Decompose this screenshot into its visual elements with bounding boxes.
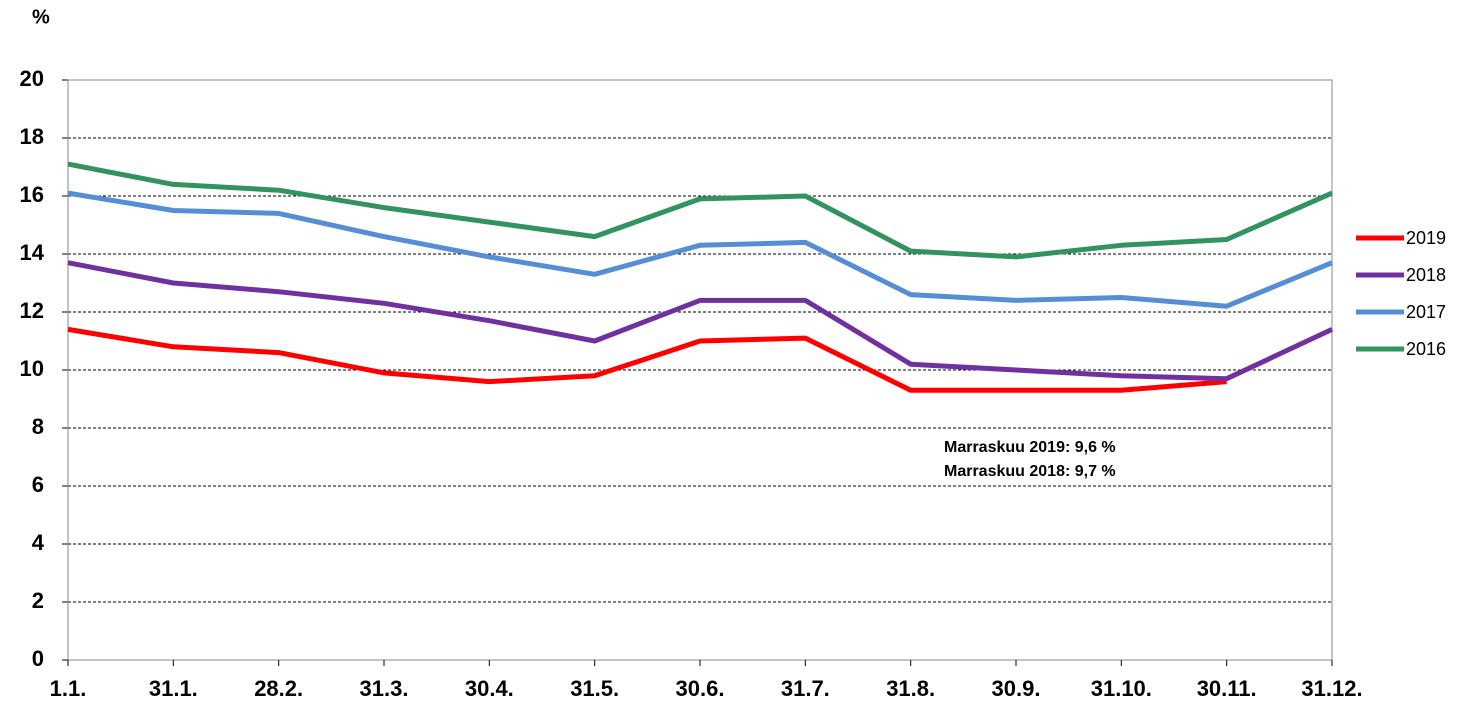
x-tick-label: 31.3. bbox=[360, 676, 409, 701]
y-tick-label: 8 bbox=[32, 414, 44, 439]
legend-label: 2018 bbox=[1406, 265, 1446, 285]
legend-label: 2017 bbox=[1406, 302, 1446, 322]
x-tick-label: 30.11. bbox=[1197, 676, 1257, 701]
series-line bbox=[67, 190, 1333, 309]
x-tick-label: 31.1. bbox=[149, 676, 198, 701]
x-tick-label: 30.4. bbox=[465, 676, 514, 701]
y-tick-label: 4 bbox=[32, 530, 45, 555]
y-tick-label: 10 bbox=[20, 356, 44, 381]
y-tick-label: 2 bbox=[32, 588, 44, 613]
x-tick-label: 31.8. bbox=[886, 676, 935, 701]
x-tick-label: 31.12. bbox=[1301, 676, 1362, 701]
x-tick-label: 31.7. bbox=[781, 676, 830, 701]
y-tick-label: 12 bbox=[20, 298, 44, 323]
y-tick-label: 0 bbox=[32, 646, 44, 671]
y-tick-label: 18 bbox=[20, 124, 44, 149]
y-tick-label: 14 bbox=[20, 240, 45, 265]
legend-label: 2016 bbox=[1406, 339, 1446, 359]
y-tick-label: 16 bbox=[20, 182, 44, 207]
y-tick-label: 6 bbox=[32, 472, 44, 497]
x-tick-label: 31.5. bbox=[570, 676, 619, 701]
x-tick-label: 31.10. bbox=[1091, 676, 1152, 701]
legend-label: 2019 bbox=[1406, 228, 1446, 248]
annotation: Marraskuu 2018: 9,7 % bbox=[944, 463, 1116, 480]
y-tick-label: 20 bbox=[20, 66, 44, 91]
series-line bbox=[67, 260, 1334, 382]
y-unit: % bbox=[32, 6, 50, 28]
annotation: Marraskuu 2019: 9,6 % bbox=[944, 439, 1116, 456]
series-line bbox=[67, 326, 1227, 393]
x-tick-label: 28.2. bbox=[254, 676, 303, 701]
x-tick-label: 1.1. bbox=[50, 676, 87, 701]
x-tick-label: 30.6. bbox=[676, 676, 725, 701]
x-tick-label: 30.9. bbox=[992, 676, 1041, 701]
series-line bbox=[67, 161, 1334, 260]
